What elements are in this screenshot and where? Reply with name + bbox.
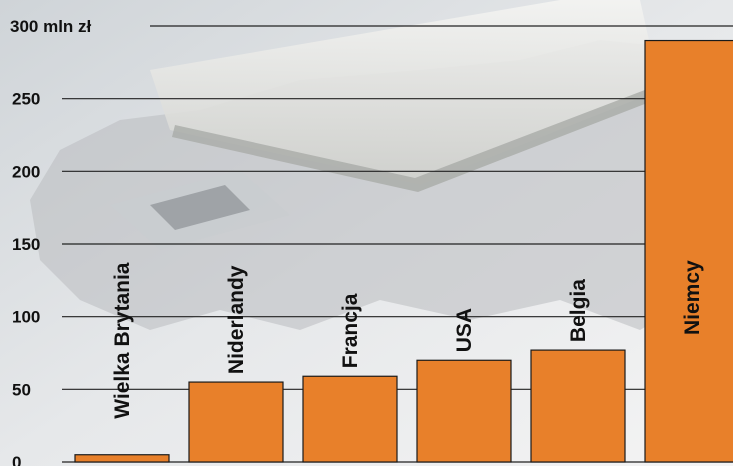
- bars: [74, 39, 733, 463]
- bar-category-label: Wielka Brytania: [111, 262, 134, 419]
- bar: [188, 381, 284, 463]
- bar: [302, 375, 398, 463]
- y-tick-label: 200: [12, 162, 40, 181]
- bar-labels: Wielka Brytania Niderlandy Francja USA Belgi…: [111, 260, 704, 419]
- y-tick-label: 0: [12, 453, 21, 466]
- y-axis-ticks: 0 50 100 150 200 250 300 mln zł: [10, 17, 92, 466]
- bar: [530, 349, 626, 463]
- y-tick-label: 150: [12, 235, 40, 254]
- bar-category-label: Francja: [339, 293, 362, 368]
- y-tick-label: 300 mln zł: [10, 17, 92, 36]
- y-tick-label: 250: [12, 90, 40, 109]
- bar: [74, 454, 170, 463]
- bar: [644, 39, 733, 463]
- bar: [416, 359, 512, 463]
- bar-category-label: Niemcy: [681, 260, 704, 335]
- bar-category-label: Belgia: [567, 279, 590, 342]
- y-tick-label: 100: [12, 308, 40, 327]
- y-tick-label: 50: [12, 380, 31, 399]
- bar-category-label: USA: [453, 308, 476, 352]
- bar-category-label: Niderlandy: [225, 265, 248, 374]
